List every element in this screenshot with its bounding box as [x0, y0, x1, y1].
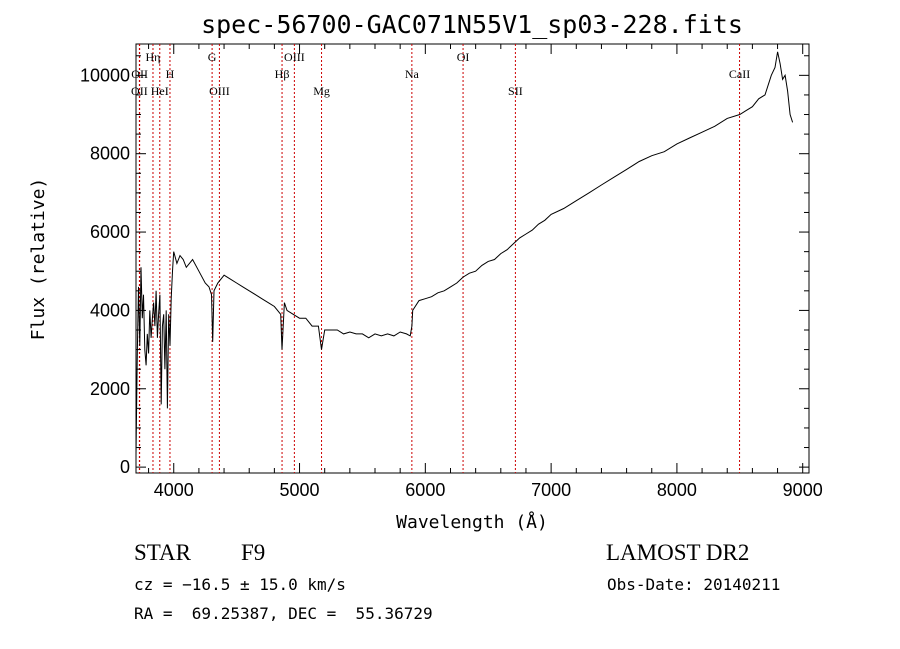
- x-axis: 4000 5000 6000 7000 8000 9000: [148, 44, 823, 500]
- spectrum-line: [135, 51, 794, 456]
- x-tick-label: 8000: [657, 480, 697, 500]
- spectral-line-markers: [138, 44, 741, 473]
- y-tick-label: 2000: [90, 379, 130, 399]
- y-tick-label: 8000: [90, 144, 130, 164]
- y-tick-label: 6000: [90, 222, 130, 242]
- chart-title: spec-56700-GAC071N55V1_sp03-228.fits: [201, 10, 743, 39]
- spectral-line-label: OIII: [284, 50, 305, 64]
- spectral-line-label: OII: [131, 84, 148, 98]
- coordinates-readout: RA = 69.25387, DEC = 55.36729: [134, 604, 433, 623]
- observation-date-readout: Obs-Date: 20140211: [607, 575, 780, 594]
- spectral-line-label: G: [208, 50, 217, 64]
- spectral-subclass-label: F9: [241, 540, 265, 565]
- spectral-line-label: SII: [508, 84, 523, 98]
- y-axis: 0 2000 4000 6000 8000 10000: [80, 55, 809, 477]
- y-tick-label: 0: [120, 457, 130, 477]
- spectral-line-label: HeI: [151, 84, 169, 98]
- spectral-line-label: CaII: [729, 67, 750, 81]
- spectral-line-label: H: [166, 67, 175, 81]
- x-axis-label: Wavelength (Å): [396, 511, 548, 533]
- y-axis-label: Flux (relative): [28, 178, 49, 341]
- x-tick-label: 5000: [280, 480, 320, 500]
- y-tick-label: 4000: [90, 300, 130, 320]
- spectral-line-label: OI: [457, 50, 470, 64]
- spectral-line-label: Na: [405, 67, 420, 81]
- spectral-line-label: Mg: [313, 84, 330, 98]
- spectral-line-label: Hη: [146, 50, 161, 64]
- spectral-line-labels: OII OII Hη HeI H G OIII Hβ OIII Mg Na OI SII CaII: [131, 50, 750, 98]
- x-tick-label: 4000: [154, 480, 194, 500]
- survey-release-label: LAMOST DR2: [606, 540, 749, 565]
- y-tick-label: 10000: [80, 65, 130, 85]
- redshift-readout: cz = −16.5 ± 15.0 km/s: [134, 575, 346, 594]
- object-class-label: STAR: [134, 540, 192, 565]
- spectral-line-label: OII: [131, 67, 148, 81]
- plot-frame: [135, 43, 810, 474]
- x-tick-label: 9000: [783, 480, 823, 500]
- spectral-line-label: Hβ: [275, 67, 290, 81]
- spectral-line-label: OIII: [209, 84, 230, 98]
- x-tick-label: 6000: [405, 480, 445, 500]
- x-tick-label: 7000: [531, 480, 571, 500]
